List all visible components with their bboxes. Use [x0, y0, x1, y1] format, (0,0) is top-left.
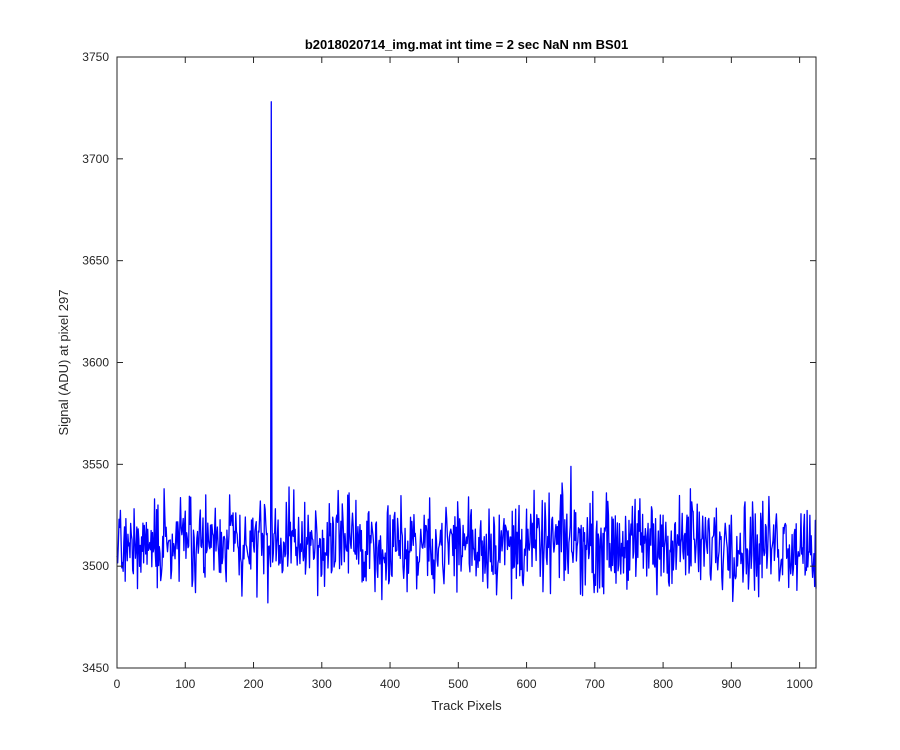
- x-tick-label: 700: [585, 677, 605, 691]
- x-tick-label: 900: [721, 677, 741, 691]
- data-layer: [116, 101, 817, 604]
- y-axis-label: Signal (ADU) at pixel 297: [56, 290, 71, 436]
- x-tick-label: 400: [380, 677, 400, 691]
- x-tick-label: 600: [517, 677, 537, 691]
- y-tick-label: 3500: [82, 559, 109, 573]
- y-tick-label: 3650: [82, 254, 109, 268]
- x-tick-label: 0: [114, 677, 121, 691]
- y-tick-label: 3550: [82, 457, 109, 471]
- x-axis-label: Track Pixels: [431, 698, 502, 713]
- chart-title: b2018020714_img.mat int time = 2 sec NaN…: [305, 37, 628, 52]
- x-tick-label: 1000: [786, 677, 813, 691]
- y-axis-ticks: 3450 3500 3550 3600 3650 3700 3750: [82, 50, 816, 675]
- x-tick-label: 200: [244, 677, 264, 691]
- x-tick-label: 300: [312, 677, 332, 691]
- plot-area: [117, 57, 816, 668]
- y-tick-label: 3600: [82, 356, 109, 370]
- signal-series-line: [116, 101, 817, 604]
- y-tick-label: 3700: [82, 152, 109, 166]
- x-tick-label: 500: [448, 677, 468, 691]
- y-tick-label: 3750: [82, 50, 109, 64]
- x-axis-ticks: 0 100 200 300 400 500 600 700 800 900 1000: [114, 57, 813, 691]
- x-tick-label: 800: [653, 677, 673, 691]
- x-tick-label: 100: [175, 677, 195, 691]
- y-tick-label: 3450: [82, 661, 109, 675]
